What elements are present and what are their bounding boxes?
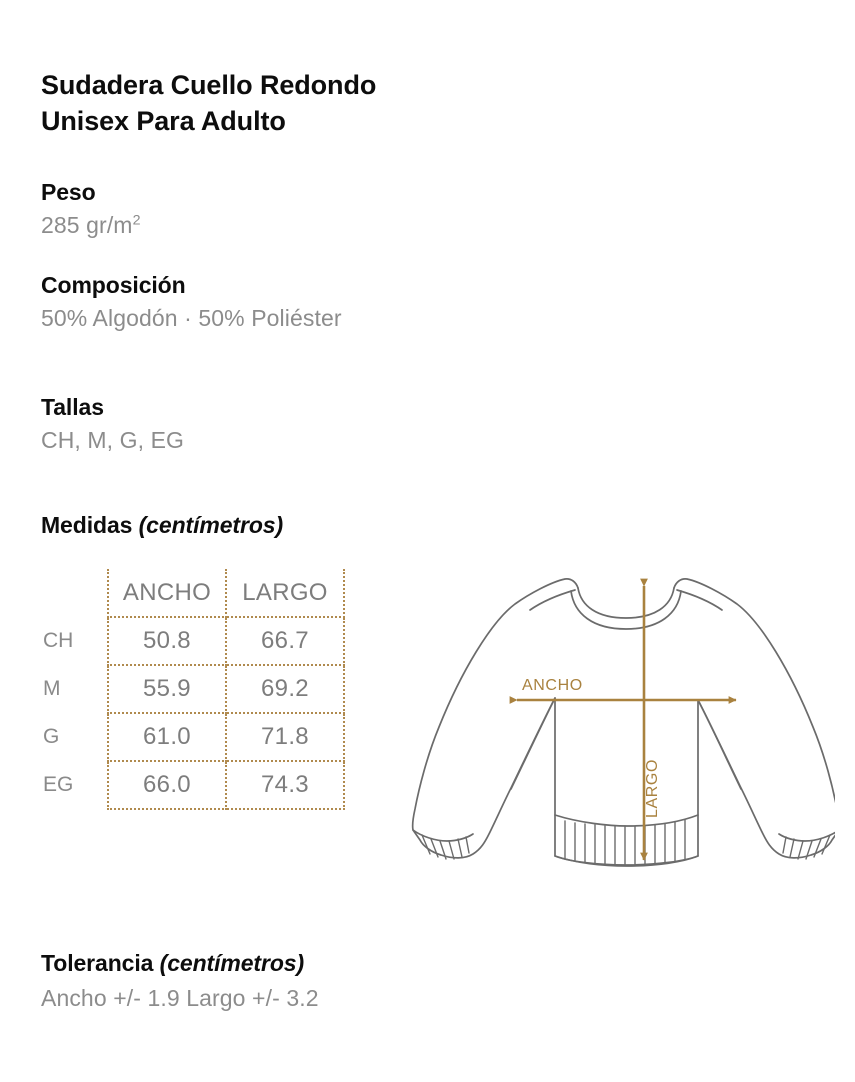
hem-ribbing: [564, 819, 686, 866]
cell-ch-largo: 66.7: [226, 617, 345, 666]
size-column-corner: [41, 569, 108, 617]
collar-inner-line: [570, 590, 682, 630]
shoulder-seam-right: [676, 589, 723, 611]
size-table-head: ANCHO LARGO: [41, 569, 345, 618]
cell-eg-ancho: 66.0: [107, 761, 227, 810]
column-header-ancho: ANCHO: [107, 569, 227, 618]
cell-g-ancho: 61.0: [107, 713, 227, 762]
cuff-band-right: [778, 831, 835, 842]
table-row: M 55.9 69.2: [41, 665, 345, 714]
spec-tolerancia-value: Ancho +/- 1.9 Largo +/- 3.2: [41, 985, 319, 1011]
cell-m-largo: 69.2: [226, 665, 345, 714]
table-row: EG 66.0 74.3: [41, 761, 345, 810]
spec-peso-value: 285 gr/m2: [41, 210, 641, 241]
armhole-seam-right: [697, 699, 742, 790]
cuff-ribbing-left: [421, 834, 470, 860]
tolerancia-heading-unit: (centímetros): [159, 950, 305, 976]
garment-diagram: ANCHO LARGO: [365, 560, 835, 870]
table-row: CH 50.8 66.7: [41, 617, 345, 666]
cell-eg-largo: 74.3: [226, 761, 345, 810]
cuff-ribbing-right: [782, 834, 831, 860]
page-title: Sudadera Cuello Redondo Unisex Para Adul…: [41, 68, 561, 139]
product-title-line-2: Unisex Para Adulto: [41, 105, 286, 136]
cell-ch-ancho: 50.8: [107, 617, 227, 666]
spec-tallas-label: Tallas: [41, 394, 104, 420]
spec-tallas-value: CH, M, G, EG: [41, 427, 185, 454]
measurements-section: ANCHO LARGO CH 50.8 66.7 M 55.9 69.2: [0, 560, 855, 870]
spec-peso-superscript: 2: [132, 212, 141, 229]
size-table-body: CH 50.8 66.7 M 55.9 69.2 G 61.0 71.8: [41, 617, 345, 810]
largo-label: LARGO: [644, 759, 661, 818]
spec-composicion-value: 50% Algodón · 50% Poliéster: [41, 305, 342, 332]
medidas-heading-unit: (centímetros): [138, 512, 284, 538]
table-row: G 61.0 71.8: [41, 713, 345, 762]
ancho-label: ANCHO: [522, 677, 583, 694]
collar-outer-line: [577, 587, 675, 619]
spec-peso: Peso 285 gr/m2: [41, 178, 641, 241]
garment-outline-group: [411, 578, 835, 867]
cell-g-largo: 71.8: [226, 713, 345, 762]
spec-composicion-label: Composición: [41, 272, 186, 298]
table-header-row: ANCHO LARGO: [41, 569, 345, 618]
spec-peso-label: Peso: [41, 179, 96, 205]
tolerancia-heading-text: Tolerancia: [41, 950, 154, 976]
column-header-largo: LARGO: [226, 569, 345, 618]
spec-tolerancia: Ancho +/- 1.9 Largo +/- 3.2: [41, 983, 641, 1014]
armhole-seam-left: [510, 697, 556, 790]
row-size-g: G: [43, 725, 60, 748]
row-size-ch: CH: [43, 629, 74, 652]
medidas-heading: Medidas (centímetros): [41, 512, 283, 539]
size-table-wrapper: ANCHO LARGO CH 50.8 66.7 M 55.9 69.2: [41, 569, 345, 810]
size-table: ANCHO LARGO CH 50.8 66.7 M 55.9 69.2: [41, 569, 345, 810]
medidas-heading-text: Medidas: [41, 512, 133, 538]
sweatshirt-illustration: ANCHO LARGO: [411, 578, 835, 867]
shoulder-seam-left: [529, 589, 576, 611]
spec-peso-number: 285 gr/m: [41, 212, 133, 239]
product-title-line-1: Sudadera Cuello Redondo: [41, 70, 377, 101]
tolerancia-heading: Tolerancia (centímetros): [41, 950, 304, 977]
hem-band-top: [554, 814, 699, 827]
cell-m-ancho: 55.9: [107, 665, 227, 714]
row-size-eg: EG: [43, 773, 74, 796]
garment-body-outline: [411, 578, 835, 866]
spec-composicion: Composición 50% Algodón · 50% Poliéster: [41, 271, 641, 334]
row-size-m: M: [43, 677, 61, 700]
spec-tallas: Tallas CH, M, G, EG: [41, 393, 641, 456]
